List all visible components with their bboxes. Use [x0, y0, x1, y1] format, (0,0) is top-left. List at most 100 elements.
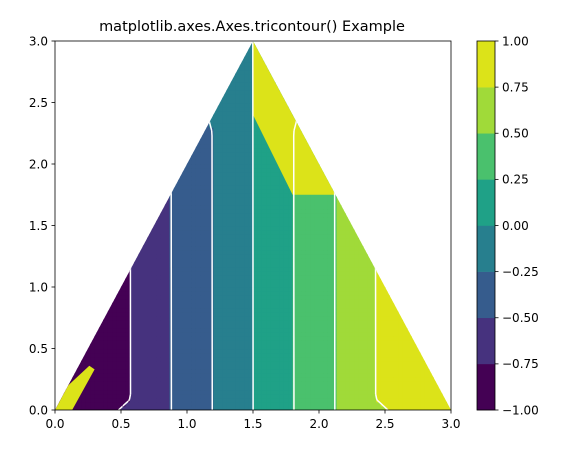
- contour-cell: [257, 258, 263, 263]
- contour-cell: [283, 381, 289, 386]
- contour-cell: [187, 172, 192, 177]
- contour-cell: [173, 205, 179, 210]
- contour-cell: [231, 278, 236, 284]
- contour-cell: [182, 213, 188, 218]
- contour-cell: [217, 196, 223, 202]
- contour-cell: [292, 192, 298, 198]
- contour-cell: [129, 287, 135, 292]
- contour-cell: [279, 291, 285, 296]
- contour-cell: [195, 176, 201, 181]
- contour-cell: [231, 364, 236, 370]
- contour-cell: [217, 147, 223, 153]
- contour-cell: [138, 274, 144, 280]
- contour-cell: [151, 229, 157, 235]
- contour-cell: [275, 196, 280, 202]
- contour-cell: [261, 307, 267, 313]
- contour-cell: [253, 278, 258, 284]
- contour-cell: [217, 258, 223, 263]
- contour-cell: [195, 328, 201, 333]
- contour-cell: [292, 270, 298, 276]
- contour-cell: [200, 323, 206, 329]
- contour-cell: [248, 176, 254, 181]
- contour-cell: [160, 389, 166, 395]
- contour-cell: [182, 287, 188, 292]
- contour-cell: [288, 188, 294, 194]
- contour-cell: [239, 241, 245, 247]
- contour-cell: [231, 397, 236, 403]
- contour-cell: [134, 315, 140, 321]
- contour-cell: [244, 225, 250, 231]
- contour-cell: [253, 336, 258, 341]
- contour-cell: [147, 385, 153, 391]
- contour-cell: [226, 262, 232, 268]
- contour-cell: [279, 213, 285, 218]
- contour-cell: [217, 287, 223, 292]
- contour-cell: [195, 287, 201, 292]
- contour-cell: [253, 200, 258, 206]
- contour-cell: [248, 184, 254, 190]
- contour-cell: [138, 258, 144, 263]
- contour-cell: [292, 246, 298, 251]
- contour-cell: [178, 352, 184, 358]
- contour-cell: [178, 184, 184, 190]
- contour-cell: [226, 344, 232, 350]
- contour-cell: [261, 385, 267, 391]
- contour-cell: [248, 69, 254, 75]
- contour-cell: [213, 168, 219, 173]
- contour-cell: [112, 364, 118, 370]
- contour-cell: [292, 352, 298, 358]
- contour-cell: [297, 254, 302, 259]
- contour-cell: [191, 315, 197, 321]
- contour-cell: [217, 295, 223, 300]
- contour-cell: [239, 102, 245, 108]
- contour-cell: [283, 180, 289, 186]
- contour-cell: [248, 49, 254, 54]
- contour-cell: [270, 164, 276, 169]
- contour-cell: [143, 270, 148, 276]
- contour-cell: [107, 319, 113, 325]
- contour-cell: [204, 180, 210, 186]
- contour-cell: [187, 303, 192, 309]
- contour-cell: [266, 381, 272, 386]
- contour-cell: [231, 360, 236, 366]
- contour-cell: [275, 176, 280, 181]
- contour-cell: [226, 94, 232, 99]
- contour-cell: [173, 307, 179, 313]
- contour-cell: [112, 393, 118, 399]
- contour-cell: [279, 393, 285, 399]
- contour-cell: [235, 184, 241, 190]
- contour-cell: [279, 184, 285, 190]
- contour-cell: [266, 319, 272, 325]
- contour-cell: [178, 266, 184, 272]
- contour-cell: [204, 192, 210, 198]
- contour-cell: [134, 319, 140, 325]
- contour-cell: [253, 340, 258, 345]
- contour-cell: [279, 369, 285, 374]
- contour-cell: [165, 225, 170, 231]
- contour-cell: [213, 123, 219, 128]
- contour-cell: [239, 287, 245, 292]
- contour-cell: [151, 377, 157, 382]
- contour-cell: [279, 282, 285, 288]
- contour-cell: [231, 233, 236, 239]
- contour-cell: [257, 303, 263, 309]
- contour-cell: [134, 356, 140, 362]
- contour-cell: [147, 258, 153, 263]
- contour-cell: [213, 127, 219, 132]
- contour-cell: [231, 127, 236, 132]
- contour-cell: [213, 192, 219, 198]
- contour-cell: [275, 389, 280, 395]
- contour-cell: [288, 241, 294, 247]
- contour-cell: [253, 381, 258, 386]
- contour-cell: [257, 262, 263, 268]
- contour-cell: [160, 291, 166, 296]
- contour-cell: [121, 291, 126, 296]
- contour-cell: [129, 405, 135, 410]
- contour-cell: [191, 299, 197, 304]
- contour-cell: [279, 172, 285, 177]
- contour-cell: [191, 180, 197, 186]
- contour-cell: [297, 229, 302, 235]
- contour-cell: [112, 381, 118, 386]
- contour-cell: [182, 295, 188, 300]
